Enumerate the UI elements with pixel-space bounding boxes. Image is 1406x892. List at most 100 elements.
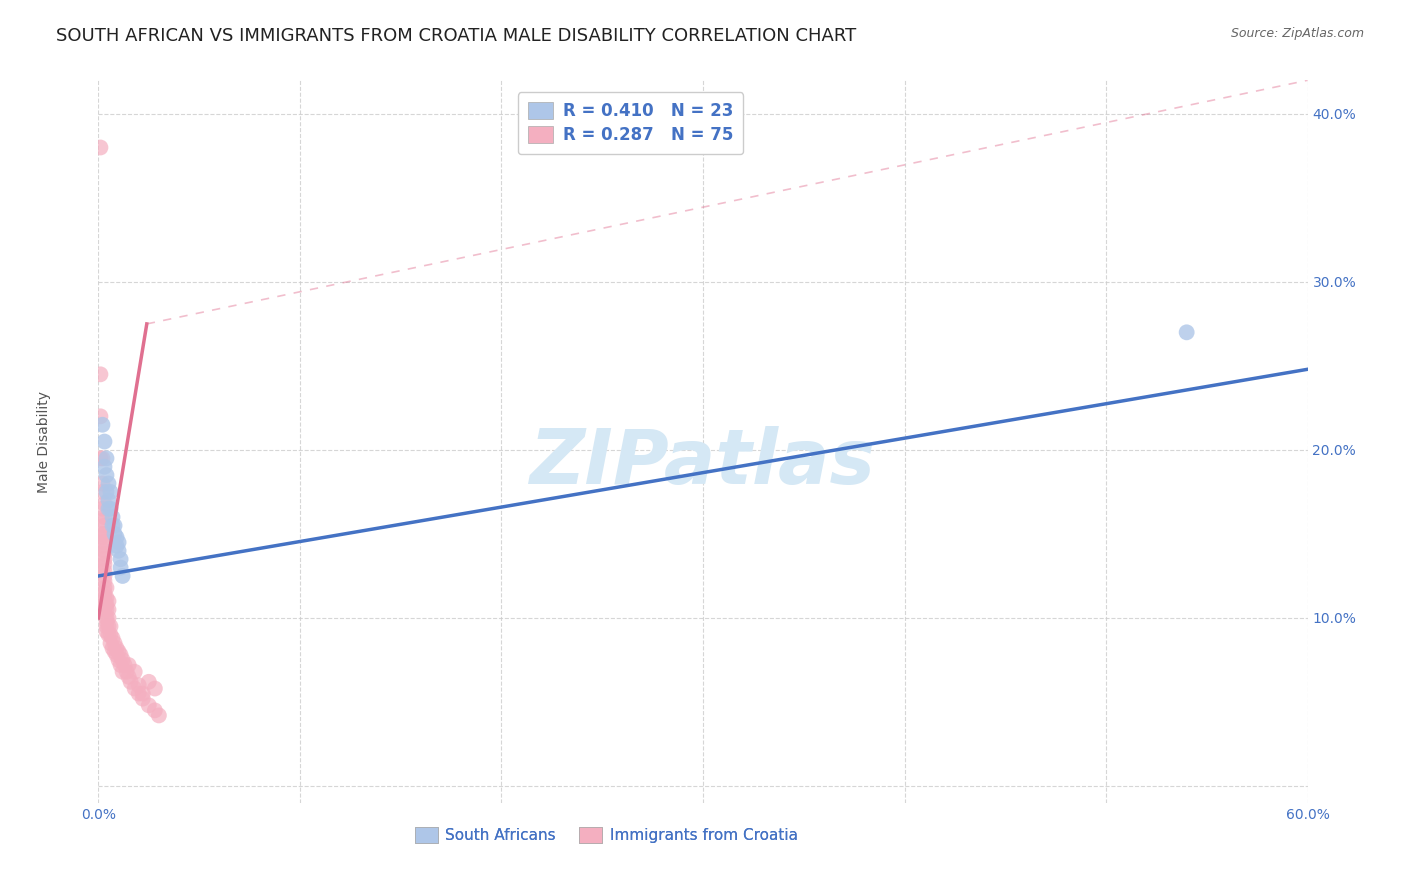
Point xyxy=(105,648,128,662)
Point xyxy=(93,564,115,578)
Legend: South Africans, Immigrants from Croatia: South Africans, Immigrants from Croatia xyxy=(409,822,804,849)
Point xyxy=(100,628,122,642)
Point xyxy=(101,518,124,533)
Point xyxy=(91,485,114,500)
Point xyxy=(111,665,134,679)
Point xyxy=(91,501,114,516)
Point xyxy=(118,670,141,684)
Point xyxy=(101,631,124,645)
Point xyxy=(93,598,115,612)
Point xyxy=(1175,326,1198,340)
Point xyxy=(96,451,118,466)
Text: Source: ZipAtlas.com: Source: ZipAtlas.com xyxy=(1230,27,1364,40)
Point xyxy=(120,674,142,689)
Point xyxy=(91,527,114,541)
Point xyxy=(105,530,128,544)
Point xyxy=(93,543,115,558)
Point xyxy=(110,552,132,566)
Point xyxy=(96,581,118,595)
Point xyxy=(91,539,114,553)
Point xyxy=(128,678,150,692)
Point xyxy=(111,653,134,667)
Point xyxy=(91,476,114,491)
Point xyxy=(100,485,122,500)
Point xyxy=(124,665,146,679)
Point xyxy=(138,674,160,689)
Point xyxy=(107,644,129,658)
Point xyxy=(97,476,120,491)
Point xyxy=(148,708,170,723)
Point xyxy=(96,615,118,629)
Point xyxy=(93,459,115,474)
Point xyxy=(93,547,115,561)
Point xyxy=(93,558,115,572)
Point xyxy=(132,691,155,706)
Text: SOUTH AFRICAN VS IMMIGRANTS FROM CROATIA MALE DISABILITY CORRELATION CHART: SOUTH AFRICAN VS IMMIGRANTS FROM CROATIA… xyxy=(56,27,856,45)
Point xyxy=(110,560,132,574)
Point xyxy=(97,594,120,608)
Point xyxy=(110,658,132,673)
Point xyxy=(111,569,134,583)
Point xyxy=(118,658,141,673)
Point xyxy=(100,501,122,516)
Point xyxy=(93,497,115,511)
Point xyxy=(93,434,115,449)
Point xyxy=(124,681,146,696)
Point xyxy=(107,543,129,558)
Point xyxy=(97,493,120,508)
Point xyxy=(101,510,124,524)
Point xyxy=(97,619,120,633)
Point xyxy=(93,535,115,549)
Point xyxy=(103,636,125,650)
Point xyxy=(103,644,125,658)
Point xyxy=(103,527,125,541)
Point xyxy=(91,417,114,432)
Point xyxy=(138,698,160,713)
Point xyxy=(93,510,115,524)
Point xyxy=(96,619,118,633)
Point xyxy=(89,560,111,574)
Point xyxy=(96,468,118,483)
Text: ZIPatlas: ZIPatlas xyxy=(530,426,876,500)
Point xyxy=(143,703,166,717)
Point xyxy=(105,641,128,656)
Point xyxy=(105,539,128,553)
Point xyxy=(96,624,118,639)
Point xyxy=(89,140,111,154)
Point xyxy=(89,409,111,424)
Point xyxy=(89,368,111,382)
Point xyxy=(91,514,114,528)
Point xyxy=(91,530,114,544)
Point xyxy=(97,628,120,642)
Point xyxy=(93,552,115,566)
Point xyxy=(107,653,129,667)
Point xyxy=(91,451,114,466)
Point xyxy=(132,687,155,701)
Point xyxy=(97,602,120,616)
Point xyxy=(114,658,136,673)
Point xyxy=(103,518,125,533)
Point xyxy=(93,591,115,605)
Point xyxy=(89,451,111,466)
Point xyxy=(93,594,115,608)
Point xyxy=(115,665,138,679)
Point xyxy=(93,602,115,616)
Text: Male Disability: Male Disability xyxy=(37,391,51,492)
Point xyxy=(128,687,150,701)
Point xyxy=(93,569,115,583)
Point xyxy=(101,641,124,656)
Point xyxy=(97,611,120,625)
Point xyxy=(93,518,115,533)
Point xyxy=(93,574,115,588)
Point xyxy=(96,602,118,616)
Point xyxy=(96,591,118,605)
Point xyxy=(96,611,118,625)
Point xyxy=(110,648,132,662)
Point xyxy=(107,535,129,549)
Point xyxy=(100,619,122,633)
Point xyxy=(100,636,122,650)
Point xyxy=(143,681,166,696)
Point xyxy=(93,581,115,595)
Point xyxy=(93,586,115,600)
Point xyxy=(96,598,118,612)
